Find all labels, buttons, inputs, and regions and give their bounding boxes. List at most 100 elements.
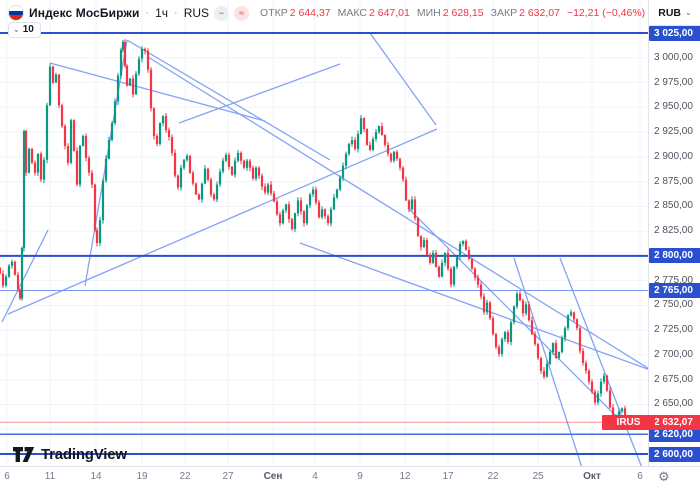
candle-body[interactable]	[22, 131, 26, 248]
candle-body[interactable]	[51, 66, 55, 83]
candle-body[interactable]	[242, 160, 246, 168]
time-axis-label[interactable]: 12	[399, 471, 411, 482]
candle-body[interactable]	[42, 159, 46, 180]
candle-body[interactable]	[87, 157, 91, 173]
line-style-icon[interactable]: −	[214, 5, 230, 21]
candle-body[interactable]	[36, 153, 40, 173]
gear-icon[interactable]: ⚙	[658, 469, 670, 484]
candle-body[interactable]	[173, 152, 177, 176]
candle-body[interactable]	[452, 266, 456, 285]
candle-body[interactable]	[296, 200, 300, 214]
candle-body[interactable]	[257, 167, 261, 176]
candle-body[interactable]	[20, 247, 24, 299]
candle-body[interactable]	[194, 183, 198, 195]
candle-body[interactable]	[548, 351, 552, 364]
candle-body[interactable]	[4, 276, 8, 286]
candle-body[interactable]	[539, 357, 543, 371]
candle-body[interactable]	[0, 267, 2, 274]
candle-body[interactable]	[48, 66, 52, 106]
candlestick-chart[interactable]	[0, 0, 648, 466]
candle-body[interactable]	[60, 105, 64, 127]
candle-body[interactable]	[7, 265, 11, 277]
candle-body[interactable]	[554, 343, 558, 358]
candle-body[interactable]	[66, 145, 70, 163]
time-axis-label[interactable]: 22	[179, 471, 191, 482]
candle-body[interactable]	[380, 126, 384, 136]
candle-body[interactable]	[377, 126, 381, 133]
time-axis-month-label[interactable]: Сен	[263, 471, 283, 482]
candle-body[interactable]	[557, 351, 561, 358]
candle-body[interactable]	[93, 184, 97, 231]
time-axis-label[interactable]: 17	[442, 471, 454, 482]
candle-body[interactable]	[503, 332, 507, 340]
candle-body[interactable]	[299, 200, 303, 212]
candle-body[interactable]	[248, 160, 252, 168]
wave-style-icon[interactable]: ≈	[234, 5, 250, 21]
time-axis-label[interactable]: 6	[4, 471, 10, 482]
candle-body[interactable]	[476, 277, 480, 285]
exchange[interactable]: RUS	[183, 6, 210, 20]
candle-body[interactable]	[311, 189, 315, 195]
candle-body[interactable]	[116, 75, 120, 102]
time-axis-label[interactable]: 4	[312, 471, 318, 482]
candle-body[interactable]	[338, 177, 342, 190]
candle-body[interactable]	[326, 216, 330, 224]
candle-body[interactable]	[344, 153, 348, 166]
candle-body[interactable]	[54, 74, 58, 83]
candle-body[interactable]	[551, 343, 555, 352]
candle-body[interactable]	[617, 411, 621, 418]
candle-body[interactable]	[81, 136, 85, 146]
candle-body[interactable]	[230, 166, 234, 175]
candle-body[interactable]	[164, 116, 168, 131]
candle-body[interactable]	[308, 194, 312, 206]
time-axis-label[interactable]: 11	[44, 471, 56, 482]
candle-body[interactable]	[578, 328, 582, 351]
candle-body[interactable]	[353, 139, 357, 149]
candle-body[interactable]	[24, 131, 28, 173]
candle-body[interactable]	[533, 334, 537, 345]
time-axis[interactable]: 6 11 14 19 22 27 Сен 4 9 12 17 22 25 Окт 6 ⚙	[0, 466, 700, 488]
candle-body[interactable]	[188, 155, 192, 173]
candle-body[interactable]	[455, 256, 459, 267]
candle-body[interactable]	[605, 375, 609, 391]
candle-body[interactable]	[491, 318, 495, 335]
candle-body[interactable]	[524, 304, 528, 314]
trendline[interactable]	[559, 257, 646, 466]
candle-body[interactable]	[209, 179, 213, 195]
candle-body[interactable]	[317, 202, 321, 218]
candle-body[interactable]	[362, 118, 366, 130]
candle-body[interactable]	[446, 252, 450, 269]
candle-body[interactable]	[269, 184, 273, 194]
candle-body[interactable]	[404, 179, 408, 201]
candle-body[interactable]	[356, 134, 360, 149]
candle-body[interactable]	[389, 153, 393, 161]
candle-body[interactable]	[182, 159, 186, 168]
candle-body[interactable]	[437, 266, 441, 277]
candle-body[interactable]	[518, 293, 522, 301]
candle-body[interactable]	[254, 167, 258, 179]
candle-body[interactable]	[69, 120, 73, 163]
candle-body[interactable]	[131, 78, 135, 95]
candle-body[interactable]	[608, 390, 612, 408]
trendline[interactable]	[178, 63, 341, 124]
candle-body[interactable]	[419, 236, 423, 247]
candle-body[interactable]	[284, 204, 288, 211]
candle-body[interactable]	[161, 116, 165, 124]
candle-body[interactable]	[428, 254, 432, 263]
candle-body[interactable]	[413, 199, 417, 219]
candle-body[interactable]	[98, 220, 102, 244]
candle-body[interactable]	[590, 381, 594, 392]
trendline[interactable]	[369, 32, 437, 126]
candle-body[interactable]	[374, 132, 378, 139]
drawings-collapse-chip[interactable]: ⌄ 10	[8, 22, 41, 38]
candle-body[interactable]	[203, 168, 207, 184]
candle-body[interactable]	[392, 151, 396, 161]
candle-body[interactable]	[329, 209, 333, 224]
candle-body[interactable]	[464, 241, 468, 250]
candle-body[interactable]	[290, 219, 294, 230]
candle-body[interactable]	[314, 189, 318, 203]
candle-body[interactable]	[221, 160, 225, 172]
candle-body[interactable]	[152, 108, 156, 137]
candle-body[interactable]	[581, 350, 585, 363]
candle-body[interactable]	[515, 293, 519, 307]
